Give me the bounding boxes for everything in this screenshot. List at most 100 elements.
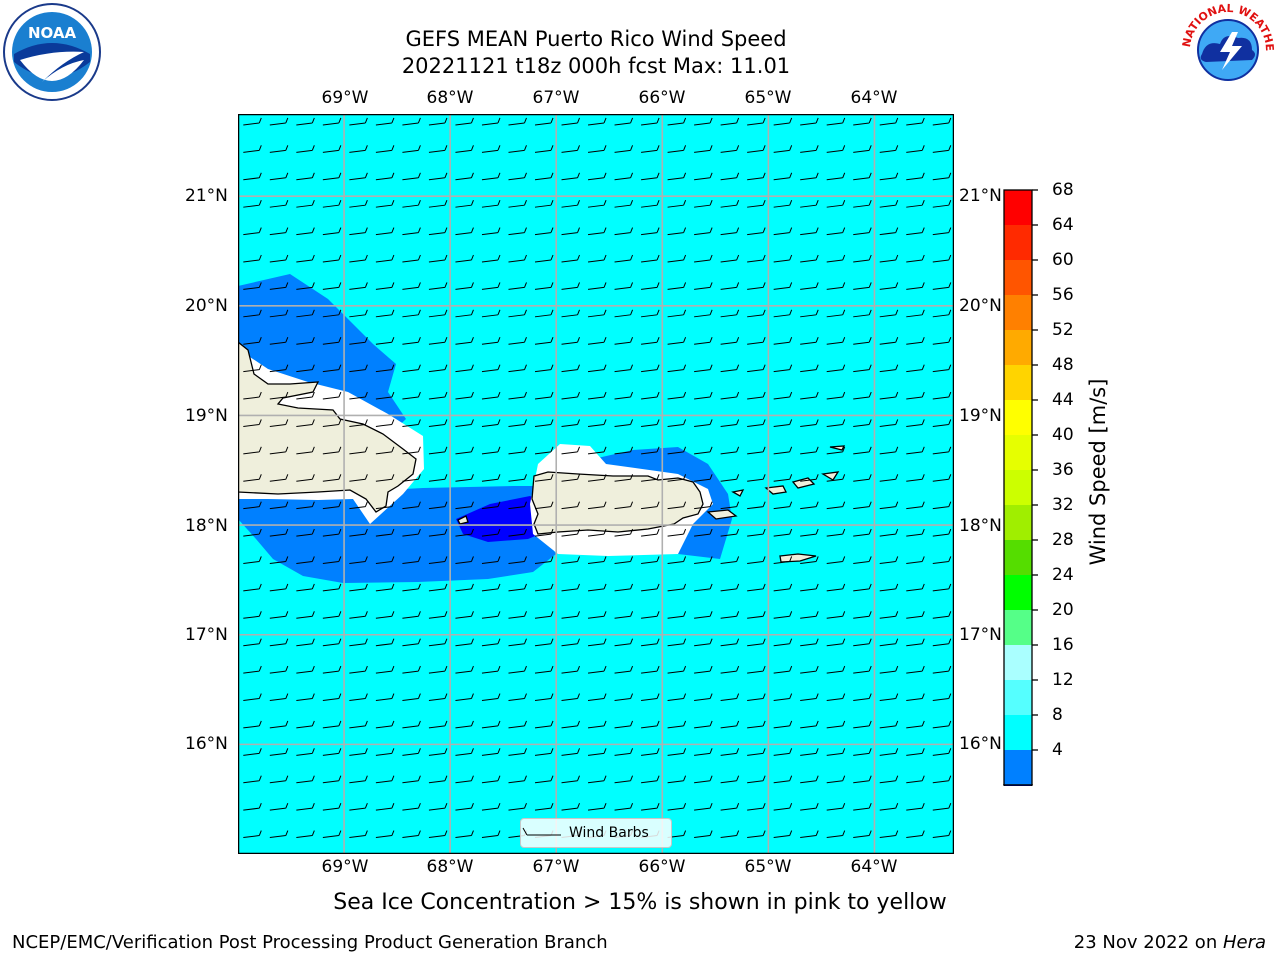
wind-barb (455, 446, 474, 455)
wind-barb (269, 227, 289, 236)
wind-barb (826, 556, 846, 564)
wind-barb (349, 775, 368, 784)
wind-barb (375, 693, 395, 702)
wind-barb (773, 282, 793, 290)
colorbar-tick-label: 32 (1052, 495, 1074, 515)
wind-barb (667, 145, 687, 153)
lat-label-left: 20°N (185, 296, 228, 316)
wind-barb (402, 227, 421, 236)
wind-barb (853, 172, 872, 181)
wind-barb (641, 117, 660, 126)
wind-barb (375, 309, 395, 318)
wind-barb (481, 199, 501, 208)
wind-barb (534, 227, 554, 236)
wind-barb (322, 611, 342, 619)
wind-barb (349, 337, 368, 345)
wind-barb (694, 638, 713, 647)
wind-barb (694, 145, 713, 153)
lat-label-right: 18°N (959, 516, 1002, 536)
lat-label-right: 19°N (959, 406, 1002, 426)
wind-barb (402, 172, 421, 181)
wind-barb (534, 364, 554, 373)
wind-barb (879, 830, 899, 839)
wind-barb (667, 611, 687, 619)
wind-barb (614, 693, 634, 702)
wind-barb (694, 474, 713, 482)
wind-barb (561, 501, 580, 510)
wind-barb (428, 145, 448, 153)
wind-barb (879, 665, 899, 674)
wind-barb (402, 556, 421, 564)
wind-barb (773, 172, 793, 181)
wind-barb (349, 145, 368, 153)
wind-barb (243, 199, 262, 208)
colorbar-bin (1004, 645, 1032, 680)
wind-barb (932, 556, 952, 564)
lon-label-bottom: 68°W (426, 857, 474, 877)
colorbar-bin (1004, 680, 1032, 715)
lat-label-right: 17°N (959, 625, 1002, 645)
wind-barb (853, 665, 872, 674)
wind-barb (587, 145, 607, 153)
wind-barb (826, 802, 846, 811)
wind-barb (402, 638, 421, 647)
wind-barb (322, 501, 342, 510)
wind-barb (747, 172, 766, 181)
wind-barb (826, 227, 846, 236)
wind-barb (296, 693, 315, 702)
wind-barb (322, 665, 342, 674)
wind-barb (720, 665, 740, 674)
wind-barb (694, 665, 713, 674)
wind-barb (375, 720, 395, 729)
wind-barb (587, 611, 607, 619)
wind-barb (243, 611, 262, 619)
wind-barb (296, 309, 315, 318)
wind-barb (349, 583, 368, 592)
colorbar-tick-label: 40 (1052, 425, 1074, 445)
wind-barb (322, 556, 342, 564)
wind-barb (773, 419, 793, 427)
wind-barb (853, 830, 872, 839)
wind-barb (614, 556, 634, 564)
wind-barb (773, 528, 793, 537)
wind-barb (879, 391, 899, 400)
wind-barb (481, 501, 501, 510)
wind-barb (375, 775, 395, 784)
wind-barb (879, 172, 899, 181)
wind-barb (932, 419, 952, 427)
wind-barb (720, 528, 740, 537)
wind-barb (587, 528, 607, 537)
wind-barb (243, 556, 262, 564)
wind-barb (614, 775, 634, 784)
wind-barb (561, 611, 580, 619)
wind-barb (641, 309, 660, 318)
wind-barb (906, 720, 925, 729)
wind-barb (853, 556, 872, 564)
wind-barb (534, 199, 554, 208)
wind-barb (349, 254, 368, 263)
wind-barb (800, 720, 819, 729)
land-virgin-islands-d (821, 471, 840, 481)
wind-barb (667, 528, 687, 537)
wind-barb (747, 227, 766, 236)
wind-barb (296, 446, 315, 455)
wind-barb (534, 748, 554, 756)
wind-barb (587, 309, 607, 318)
wind-barb (428, 583, 448, 592)
wind-barb (481, 337, 501, 345)
colorbar (1002, 189, 1038, 786)
wind-barb (243, 419, 262, 427)
wind-barb (349, 748, 368, 756)
wind-barb (826, 446, 846, 455)
wind-barb (667, 364, 687, 373)
wind-barb (349, 172, 368, 181)
wind-barb (534, 282, 554, 290)
wind-barb (508, 474, 527, 482)
wind-barb (508, 501, 527, 510)
wind-barb (534, 720, 554, 729)
wind-barb (587, 419, 607, 427)
wind-barb (402, 254, 421, 263)
wind-barb (508, 117, 527, 126)
wind-barb (773, 638, 793, 647)
wind-barb (296, 364, 315, 373)
